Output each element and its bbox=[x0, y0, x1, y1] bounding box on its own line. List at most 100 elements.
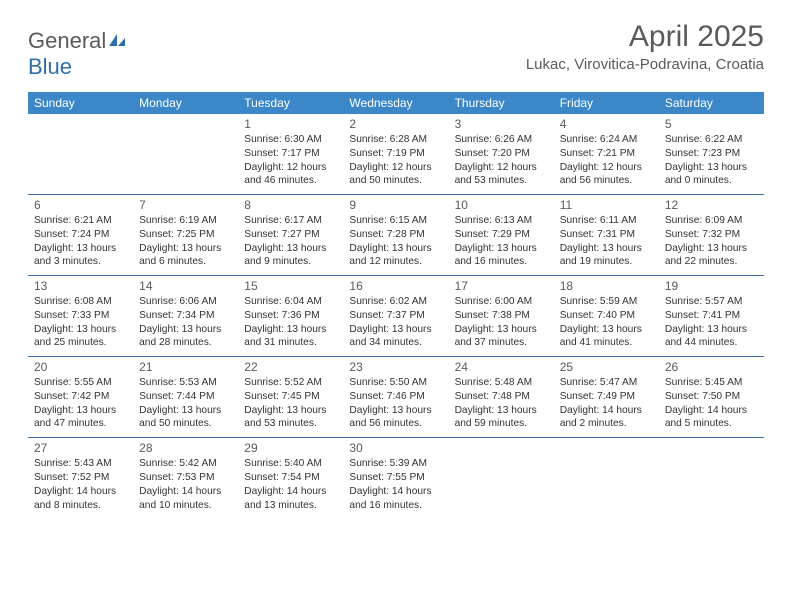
day-info: Sunrise: 6:00 AMSunset: 7:38 PMDaylight:… bbox=[455, 295, 548, 350]
day-number: 21 bbox=[139, 360, 232, 374]
day-number: 23 bbox=[349, 360, 442, 374]
day-number: 14 bbox=[139, 279, 232, 293]
day-info: Sunrise: 5:40 AMSunset: 7:54 PMDaylight:… bbox=[244, 457, 337, 512]
day-info: Sunrise: 6:04 AMSunset: 7:36 PMDaylight:… bbox=[244, 295, 337, 350]
logo-text-blue: Blue bbox=[28, 54, 72, 79]
day-number: 2 bbox=[349, 117, 442, 131]
day-number: 8 bbox=[244, 198, 337, 212]
calendar-cell bbox=[659, 437, 764, 518]
day-number: 22 bbox=[244, 360, 337, 374]
day-number: 13 bbox=[34, 279, 127, 293]
weekday-header: Friday bbox=[554, 92, 659, 114]
calendar-cell: 1 Sunrise: 6:30 AMSunset: 7:17 PMDaylight… bbox=[238, 114, 343, 194]
calendar-cell: 20 Sunrise: 5:55 AMSunset: 7:42 PMDayligh… bbox=[28, 356, 133, 437]
weekday-header: Sunday bbox=[28, 92, 133, 114]
day-info: Sunrise: 5:55 AMSunset: 7:42 PMDaylight:… bbox=[34, 376, 127, 431]
day-number: 10 bbox=[455, 198, 548, 212]
calendar-cell: 6 Sunrise: 6:21 AMSunset: 7:24 PMDaylight… bbox=[28, 194, 133, 275]
calendar-cell: 9Sunrise: 6:15 AMSunset: 7:28 PMDaylight… bbox=[343, 194, 448, 275]
day-info: Sunrise: 6:24 AMSunset: 7:21 PMDaylight:… bbox=[560, 133, 653, 188]
calendar-cell: 25 Sunrise: 5:47 AMSunset: 7:49 PMDayligh… bbox=[554, 356, 659, 437]
weekday-header: Tuesday bbox=[238, 92, 343, 114]
day-number: 19 bbox=[665, 279, 758, 293]
calendar-cell: 24 Sunrise: 5:48 AMSunset: 7:48 PMDayligh… bbox=[449, 356, 554, 437]
calendar-cell: 7 Sunrise: 6:19 AMSunset: 7:25 PMDaylight… bbox=[133, 194, 238, 275]
day-info: Sunrise: 6:28 AMSunset: 7:19 PMDaylight:… bbox=[349, 133, 442, 188]
day-number: 30 bbox=[349, 441, 442, 455]
day-number: 7 bbox=[139, 198, 232, 212]
day-info: Sunrise: 6:06 AMSunset: 7:34 PMDaylight:… bbox=[139, 295, 232, 350]
day-info: Sunrise: 6:17 AMSunset: 7:27 PMDaylight:… bbox=[244, 214, 337, 269]
month-title: April 2025 bbox=[526, 20, 764, 54]
day-number: 15 bbox=[244, 279, 337, 293]
day-number: 25 bbox=[560, 360, 653, 374]
day-number: 1 bbox=[244, 117, 337, 131]
day-info: Sunrise: 6:21 AMSunset: 7:24 PMDaylight:… bbox=[34, 214, 127, 269]
calendar-cell: 10 Sunrise: 6:13 AMSunset: 7:29 PMDayligh… bbox=[449, 194, 554, 275]
calendar-cell: 23 Sunrise: 5:50 AMSunset: 7:46 PMDayligh… bbox=[343, 356, 448, 437]
weekday-header: Wednesday bbox=[343, 92, 448, 114]
calendar-cell: 30 Sunrise: 5:39 AMSunset: 7:55 PMDayligh… bbox=[343, 437, 448, 518]
calendar-week-row: 13 Sunrise: 6:08 AMSunset: 7:33 PMDayligh… bbox=[28, 275, 764, 356]
calendar-cell: 3Sunrise: 6:26 AMSunset: 7:20 PMDaylight… bbox=[449, 114, 554, 194]
day-info: Sunrise: 5:43 AMSunset: 7:52 PMDaylight:… bbox=[34, 457, 127, 512]
day-number: 12 bbox=[665, 198, 758, 212]
day-info: Sunrise: 6:09 AMSunset: 7:32 PMDaylight:… bbox=[665, 214, 758, 269]
calendar-cell: 8 Sunrise: 6:17 AMSunset: 7:27 PMDaylight… bbox=[238, 194, 343, 275]
calendar-cell: 4Sunrise: 6:24 AMSunset: 7:21 PMDaylight… bbox=[554, 114, 659, 194]
day-number: 20 bbox=[34, 360, 127, 374]
location-text: Lukac, Virovitica-Podravina, Croatia bbox=[526, 56, 764, 73]
weekday-header-row: Sunday Monday Tuesday Wednesday Thursday… bbox=[28, 92, 764, 114]
calendar-cell: 13 Sunrise: 6:08 AMSunset: 7:33 PMDayligh… bbox=[28, 275, 133, 356]
calendar-cell: 21Sunrise: 5:53 AMSunset: 7:44 PMDayligh… bbox=[133, 356, 238, 437]
calendar-cell: 27Sunrise: 5:43 AMSunset: 7:52 PMDayligh… bbox=[28, 437, 133, 518]
day-number: 5 bbox=[665, 117, 758, 131]
logo-sail-icon bbox=[107, 32, 127, 48]
day-info: Sunrise: 5:39 AMSunset: 7:55 PMDaylight:… bbox=[349, 457, 442, 512]
calendar-page: General Blue April 2025 Lukac, Virovitic… bbox=[0, 0, 792, 538]
title-block: April 2025 Lukac, Virovitica-Podravina, … bbox=[526, 20, 764, 73]
calendar-week-row: 6 Sunrise: 6:21 AMSunset: 7:24 PMDaylight… bbox=[28, 194, 764, 275]
calendar-cell: 12 Sunrise: 6:09 AMSunset: 7:32 PMDayligh… bbox=[659, 194, 764, 275]
calendar-cell: 14 Sunrise: 6:06 AMSunset: 7:34 PMDayligh… bbox=[133, 275, 238, 356]
day-info: Sunrise: 6:30 AMSunset: 7:17 PMDaylight:… bbox=[244, 133, 337, 188]
day-info: Sunrise: 6:26 AMSunset: 7:20 PMDaylight:… bbox=[455, 133, 548, 188]
day-number: 6 bbox=[34, 198, 127, 212]
day-info: Sunrise: 6:11 AMSunset: 7:31 PMDaylight:… bbox=[560, 214, 653, 269]
calendar-week-row: 20 Sunrise: 5:55 AMSunset: 7:42 PMDayligh… bbox=[28, 356, 764, 437]
day-info: Sunrise: 6:19 AMSunset: 7:25 PMDaylight:… bbox=[139, 214, 232, 269]
calendar-cell: 11 Sunrise: 6:11 AMSunset: 7:31 PMDayligh… bbox=[554, 194, 659, 275]
day-number: 24 bbox=[455, 360, 548, 374]
day-info: Sunrise: 5:45 AMSunset: 7:50 PMDaylight:… bbox=[665, 376, 758, 431]
calendar-week-row: 1 Sunrise: 6:30 AMSunset: 7:17 PMDaylight… bbox=[28, 114, 764, 194]
day-number: 17 bbox=[455, 279, 548, 293]
day-number: 28 bbox=[139, 441, 232, 455]
day-number: 18 bbox=[560, 279, 653, 293]
day-info: Sunrise: 6:13 AMSunset: 7:29 PMDaylight:… bbox=[455, 214, 548, 269]
weekday-header: Monday bbox=[133, 92, 238, 114]
day-info: Sunrise: 6:08 AMSunset: 7:33 PMDaylight:… bbox=[34, 295, 127, 350]
calendar-cell: 5 Sunrise: 6:22 AMSunset: 7:23 PMDaylight… bbox=[659, 114, 764, 194]
calendar-cell: 29 Sunrise: 5:40 AMSunset: 7:54 PMDayligh… bbox=[238, 437, 343, 518]
day-info: Sunrise: 5:50 AMSunset: 7:46 PMDaylight:… bbox=[349, 376, 442, 431]
day-number: 11 bbox=[560, 198, 653, 212]
logo: General Blue bbox=[28, 20, 128, 80]
day-info: Sunrise: 5:48 AMSunset: 7:48 PMDaylight:… bbox=[455, 376, 548, 431]
day-info: Sunrise: 5:59 AMSunset: 7:40 PMDaylight:… bbox=[560, 295, 653, 350]
calendar-cell: 16Sunrise: 6:02 AMSunset: 7:37 PMDayligh… bbox=[343, 275, 448, 356]
day-info: Sunrise: 6:22 AMSunset: 7:23 PMDaylight:… bbox=[665, 133, 758, 188]
calendar-cell: 2 Sunrise: 6:28 AMSunset: 7:19 PMDaylight… bbox=[343, 114, 448, 194]
logo-text-general: General bbox=[28, 28, 106, 53]
day-number: 29 bbox=[244, 441, 337, 455]
calendar-cell: 17 Sunrise: 6:00 AMSunset: 7:38 PMDayligh… bbox=[449, 275, 554, 356]
day-info: Sunrise: 5:47 AMSunset: 7:49 PMDaylight:… bbox=[560, 376, 653, 431]
calendar-cell bbox=[449, 437, 554, 518]
day-number: 26 bbox=[665, 360, 758, 374]
day-info: Sunrise: 5:42 AMSunset: 7:53 PMDaylight:… bbox=[139, 457, 232, 512]
calendar-table: Sunday Monday Tuesday Wednesday Thursday… bbox=[28, 92, 764, 518]
calendar-cell: 18 Sunrise: 5:59 AMSunset: 7:40 PMDayligh… bbox=[554, 275, 659, 356]
calendar-cell bbox=[554, 437, 659, 518]
day-number: 9 bbox=[349, 198, 442, 212]
day-info: Sunrise: 6:02 AMSunset: 7:37 PMDaylight:… bbox=[349, 295, 442, 350]
calendar-cell: 26 Sunrise: 5:45 AMSunset: 7:50 PMDayligh… bbox=[659, 356, 764, 437]
